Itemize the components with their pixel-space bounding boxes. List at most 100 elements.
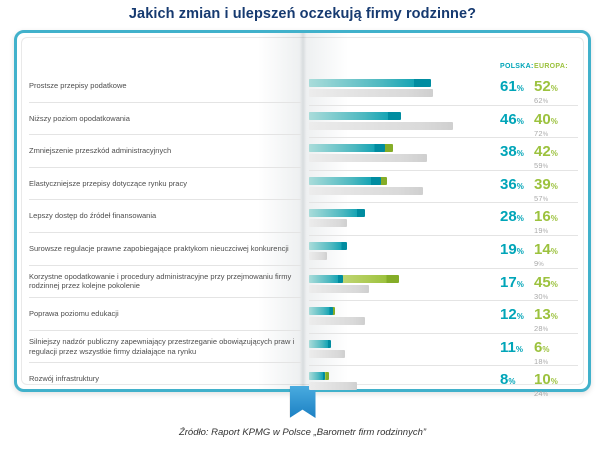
europa-value: 10% 24%: [534, 366, 578, 398]
europa-column-header: EUROPA:: [534, 63, 568, 70]
bar-track: [309, 366, 467, 398]
category-label-text: Zmniejszenie przeszkód administracyjnych: [29, 146, 172, 156]
secondary-gray-bar: [309, 154, 427, 163]
polska-bar: [309, 372, 325, 381]
polska-bar: [309, 111, 401, 120]
bar-row: 17% 45% 30%: [309, 269, 578, 302]
bar-track: [309, 269, 467, 301]
category-label: Surowsze regulacje prawne zapobiegające …: [29, 233, 301, 266]
secondary-gray-bar: [309, 317, 365, 326]
category-label-text: Korzystne opodatkowanie i procedury admi…: [29, 271, 292, 291]
secondary-gray-bar: [309, 349, 345, 358]
secondary-gray-bar: [309, 186, 423, 195]
europa-secondary-value: 59%: [534, 161, 549, 171]
category-label: Poprawa poziomu edukacji: [29, 298, 301, 331]
polska-value: 8%: [500, 371, 516, 389]
polska-value: 17%: [500, 273, 524, 291]
europa-bar: [309, 274, 399, 283]
category-label: Silniejszy nadzór publiczny zapewniający…: [29, 331, 301, 364]
source-caption: Źródło: Raport KPMG w Polsce „Barometr f…: [178, 427, 427, 438]
bar-row: 38% 42% 59%: [309, 138, 578, 171]
bar-row: 19% 14% 9%: [309, 236, 578, 269]
category-label: Lepszy dostęp do źródeł finansowania: [29, 200, 301, 233]
category-label: Korzystne opodatkowanie i procedury admi…: [29, 266, 301, 299]
secondary-gray-bar: [309, 382, 357, 391]
category-label-text: Lepszy dostęp do źródeł finansowania: [29, 211, 157, 221]
bar-track: [309, 334, 467, 366]
secondary-gray-bar: [309, 251, 327, 260]
category-label: Elastyczniejsze przepisy dotyczące rynku…: [29, 168, 301, 201]
bar-track: [309, 106, 467, 138]
page-title: Jakich zmian i ulepszeń oczekują firmy r…: [128, 6, 477, 22]
bar-row: 8% 10% 24%: [309, 366, 578, 398]
polska-bar: [309, 79, 431, 87]
secondary-gray-bar: [309, 219, 347, 228]
europa-secondary-value: 57%: [534, 193, 549, 203]
europa-value: 6% 18%: [534, 334, 578, 366]
category-label-text: Silniejszy nadzór publiczny zapewniający…: [29, 337, 295, 356]
europa-secondary-value: 18%: [534, 356, 549, 366]
bar-row: 11% 6% 18%: [309, 334, 578, 367]
secondary-gray-bar: [309, 89, 433, 97]
open-book-graphic: Prostsze przepisy podatkowe Niższy poziom…: [14, 30, 591, 398]
bar-track: [309, 203, 467, 235]
europa-secondary-value: 24%: [534, 389, 549, 399]
polska-bar: [309, 241, 347, 250]
europa-secondary-value: 30%: [534, 291, 549, 301]
polska-bar: [309, 209, 365, 218]
europa-secondary-value: 19%: [534, 226, 549, 236]
europa-secondary-value: 28%: [534, 324, 549, 334]
europa-value: 16% 19%: [534, 203, 578, 235]
bar-row: 28% 16% 19%: [309, 203, 578, 236]
bars-column-wrap: POLSKA: EUROPA: 61% 52% 62% 46% 40% 72% 38% 42%…: [309, 49, 578, 398]
bar-row: 61% 52% 62%: [309, 73, 578, 106]
europa-value: 42% 59%: [534, 138, 578, 170]
europa-value: 45% 30%: [534, 269, 578, 301]
column-headers: POLSKA: EUROPA:: [309, 49, 578, 73]
europa-value: 13% 28%: [534, 301, 578, 333]
bar-track: [309, 236, 467, 268]
polska-value: 46%: [500, 110, 524, 128]
polska-value: 38%: [500, 143, 524, 161]
category-label: Rozwój infrastruktury: [29, 363, 301, 395]
polska-bar: [309, 274, 343, 283]
category-label: Niższy poziom opodatkowania: [29, 103, 301, 136]
bar-row: 46% 40% 72%: [309, 106, 578, 139]
europa-secondary-value: 9%: [534, 258, 544, 268]
bar-track: [309, 301, 467, 333]
secondary-gray-bar: [309, 121, 453, 130]
polska-bar: [309, 144, 385, 153]
category-label-text: Rozwój infrastruktury: [29, 374, 100, 384]
bookmark-ribbon: [289, 386, 316, 418]
europa-value: 52% 62%: [534, 73, 578, 105]
category-label-text: Niższy poziom opodatkowania: [29, 113, 130, 123]
polska-bar: [309, 339, 331, 348]
category-label-text: Surowsze regulacje prawne zapobiegające …: [29, 244, 289, 254]
bar-track: [309, 171, 467, 203]
secondary-gray-bar: [309, 284, 369, 293]
polska-bar: [309, 176, 381, 185]
bars-column: 61% 52% 62% 46% 40% 72% 38% 42% 59% 36% 39% 57% 28% 1…: [309, 73, 578, 398]
polska-column-header: POLSKA:: [500, 63, 534, 70]
bar-track: [309, 73, 467, 105]
category-label-text: Poprawa poziomu edukacji: [29, 309, 119, 319]
category-label-text: Elastyczniejsze przepisy dotyczące rynku…: [29, 178, 187, 188]
europa-value: 14% 9%: [534, 236, 578, 268]
europa-secondary-value: 72%: [534, 128, 549, 138]
polska-value: 19%: [500, 240, 524, 258]
bar-track: [309, 138, 467, 170]
labels-column: Prostsze przepisy podatkowe Niższy poziom…: [29, 70, 301, 395]
polska-value: 61%: [500, 78, 524, 95]
category-label-text: Prostsze przepisy podatkowe: [29, 81, 127, 91]
polska-value: 12%: [500, 306, 524, 324]
polska-value: 11%: [500, 338, 523, 356]
polska-value: 36%: [500, 175, 524, 193]
europa-value: 39% 57%: [534, 171, 578, 203]
polska-value: 28%: [500, 208, 524, 226]
europa-value: 40% 72%: [534, 106, 578, 138]
category-label: Zmniejszenie przeszkód administracyjnych: [29, 135, 301, 168]
polska-bar: [309, 307, 333, 316]
category-label: Prostsze przepisy podatkowe: [29, 70, 301, 103]
europa-secondary-value: 62%: [534, 96, 549, 105]
